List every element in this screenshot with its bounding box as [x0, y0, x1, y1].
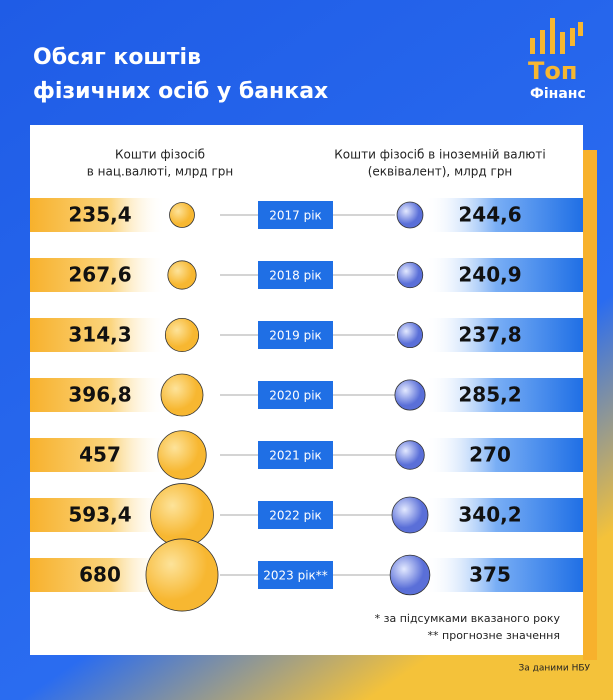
value-label: 396,8 — [68, 383, 131, 407]
accent — [583, 150, 597, 660]
value-label: 340,2 — [458, 503, 521, 527]
title: Обсяг коштів — [33, 45, 201, 70]
bar — [425, 498, 583, 532]
bubble — [160, 373, 204, 417]
year-box — [258, 261, 333, 289]
year-label: 2023 рік** — [263, 569, 328, 583]
bubble — [169, 202, 195, 228]
bubble — [396, 201, 424, 229]
bubble — [150, 483, 214, 547]
value-label: 244,6 — [458, 203, 521, 227]
year-label: 2019 рік — [269, 329, 322, 343]
bar — [30, 318, 165, 352]
bar — [30, 558, 165, 592]
year-label: 2020 рік — [269, 389, 322, 403]
year-label: 2017 рік — [269, 209, 322, 223]
bar — [425, 258, 583, 292]
year-box — [258, 561, 333, 589]
value-label: 267,6 — [68, 263, 131, 287]
value-label: 240,9 — [458, 263, 521, 287]
footnote: ** прогнозне значення — [428, 629, 560, 642]
year-box — [258, 201, 333, 229]
bar — [425, 378, 583, 412]
bar — [425, 558, 583, 592]
bar — [30, 198, 165, 232]
bubble — [164, 317, 200, 353]
header: (еквівалент), млрд грн — [368, 165, 513, 179]
bar — [30, 438, 165, 472]
value-label: 457 — [79, 443, 121, 467]
value-label: 235,4 — [68, 203, 131, 227]
title: фізичних осіб у банках — [33, 79, 328, 104]
bubble — [145, 538, 219, 612]
value-label: 680 — [79, 563, 121, 587]
source: За даними НБУ — [518, 664, 590, 674]
value-label: 270 — [469, 443, 511, 467]
value-label: 375 — [469, 563, 511, 587]
year-label: 2022 рік — [269, 509, 322, 523]
bar — [30, 378, 165, 412]
value-label: 593,4 — [68, 503, 131, 527]
bar — [425, 198, 583, 232]
year-label: 2021 рік — [269, 449, 322, 463]
value-label: 285,2 — [458, 383, 521, 407]
bubble — [157, 430, 207, 480]
header: Кошти фізосіб в іноземній валюті — [334, 148, 545, 162]
footnote: * за підсумками вказаного року — [375, 612, 561, 625]
bubble — [389, 554, 431, 596]
year-box — [258, 321, 333, 349]
bubble — [396, 321, 424, 349]
bubble — [167, 260, 197, 290]
bubble — [395, 440, 425, 470]
value-label: 314,3 — [68, 323, 131, 347]
year-label: 2018 рік — [269, 269, 322, 283]
year-box — [258, 381, 333, 409]
year-box — [258, 501, 333, 529]
bar — [30, 258, 165, 292]
bar — [30, 498, 165, 532]
bar — [425, 318, 583, 352]
logo-icon — [530, 18, 583, 54]
header: в нац.валюті, млрд грн — [87, 165, 233, 179]
bubble — [391, 496, 429, 534]
value-label: 237,8 — [458, 323, 521, 347]
logo-top: Топ — [528, 57, 577, 85]
header: Кошти фізосіб — [115, 148, 205, 162]
bar — [425, 438, 583, 472]
year-box — [258, 441, 333, 469]
bubble — [396, 261, 424, 289]
bubble — [394, 379, 426, 411]
logo-bottom: Фінанс — [530, 86, 586, 102]
